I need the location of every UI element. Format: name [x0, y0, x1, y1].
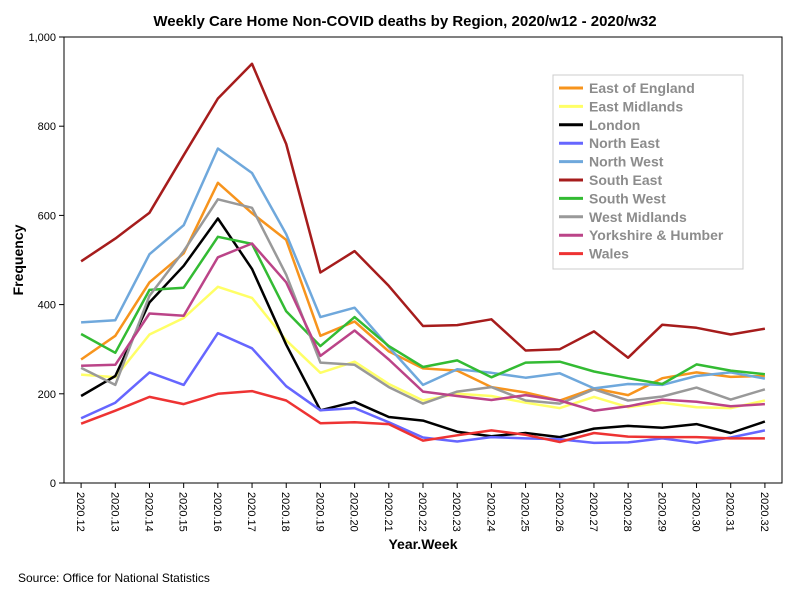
- legend-label: North West: [589, 154, 664, 170]
- x-tick-label: 2020.15: [177, 492, 189, 532]
- series-line-south-west: [80, 235, 766, 386]
- x-tick-label: 2020.19: [313, 492, 325, 532]
- legend-label: West Midlands: [589, 209, 687, 225]
- x-tick-label: 2020.27: [587, 492, 599, 532]
- x-tick-label: 2020.20: [348, 492, 360, 532]
- legend-label: East Midlands: [589, 98, 683, 114]
- legend-box: [552, 74, 744, 270]
- y-tick-label: 800: [38, 121, 56, 133]
- x-tick-label: 2020.16: [211, 492, 223, 532]
- legend-label: London: [589, 117, 640, 133]
- y-tick-label: 200: [38, 389, 56, 401]
- series-line-wales: [80, 389, 765, 444]
- x-tick-label: 2020.22: [416, 492, 428, 532]
- y-axis-title: Frequency: [10, 224, 26, 295]
- series-line-west-midlands: [80, 198, 766, 405]
- y-tick-label: 0: [50, 478, 56, 490]
- y-axis: 0 200 400 600 800 1,000: [28, 32, 64, 490]
- series-group: [80, 62, 766, 445]
- source-note: Source: Office for National Statistics: [18, 571, 210, 585]
- legend-label: Wales: [589, 246, 629, 262]
- x-tick-label: 2020.17: [245, 492, 257, 532]
- y-tick-label: 1,000: [28, 32, 56, 44]
- x-tick-label: 2020.13: [108, 492, 120, 532]
- chart-title: Weekly Care Home Non-COVID deaths by Reg…: [153, 13, 656, 30]
- x-tick-label: 2020.18: [279, 492, 291, 532]
- legend-label: Yorkshire & Humber: [589, 227, 724, 243]
- x-tick-label: 2020.28: [621, 492, 633, 532]
- x-tick-label: 2020.12: [74, 492, 86, 532]
- x-axis: 2020.12 2020.13 2020.14 2020.15 2020.16 2020.…: [74, 483, 770, 532]
- y-tick-label: 400: [38, 300, 56, 312]
- series-line-london: [80, 217, 766, 439]
- legend-label: South East: [589, 172, 662, 188]
- series-line-north-east: [80, 331, 766, 445]
- x-tick-label: 2020.14: [142, 492, 154, 532]
- legend-label: South West: [589, 190, 666, 206]
- series-line-north-west: [81, 147, 766, 390]
- y-tick-label: 600: [38, 210, 56, 222]
- x-tick-label: 2020.23: [450, 492, 462, 532]
- legend: East of England East Midlands London North …: [552, 74, 744, 270]
- x-axis-title: Year.Week: [388, 536, 457, 552]
- legend-label: East of England: [589, 80, 695, 96]
- x-tick-label: 2020.29: [655, 492, 667, 532]
- x-tick-label: 2020.26: [553, 492, 565, 532]
- x-tick-label: 2020.32: [758, 492, 770, 532]
- series-line-south-east: [80, 62, 766, 359]
- x-tick-label: 2020.24: [484, 492, 496, 532]
- x-tick-label: 2020.25: [519, 492, 531, 532]
- x-tick-label: 2020.21: [382, 492, 394, 532]
- series-line-yorkshire-and-humber: [81, 242, 765, 412]
- x-tick-label: 2020.30: [690, 492, 702, 532]
- series-line-east-midlands: [81, 285, 766, 410]
- legend-label: North East: [589, 135, 660, 151]
- x-tick-label: 2020.31: [724, 492, 736, 532]
